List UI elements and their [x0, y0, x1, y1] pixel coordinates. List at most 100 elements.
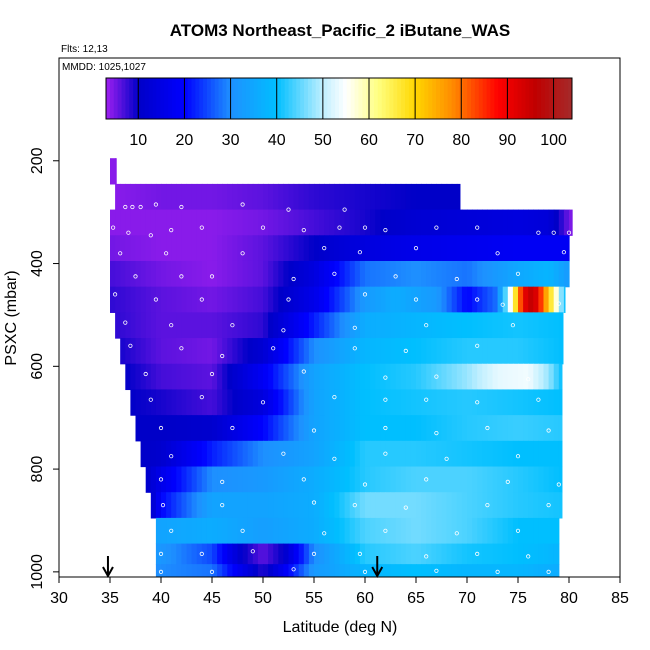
sample-point [413, 297, 419, 302]
sample-point [153, 202, 158, 207]
heatmap-cell [191, 492, 198, 519]
heatmap-cell [538, 543, 545, 565]
heatmap-cell [273, 492, 279, 519]
colorbar-tick-label: 20 [176, 132, 194, 149]
heatmap-cell [150, 363, 157, 391]
heatmap-cell [150, 209, 157, 236]
sample-point [352, 325, 357, 330]
heatmap-cell [212, 363, 218, 391]
heatmap-cell [222, 286, 228, 313]
heatmap-cell [319, 543, 325, 565]
heatmap-cell [257, 466, 264, 493]
heatmap-cell [543, 517, 550, 545]
heatmap-cell [365, 312, 371, 339]
heatmap-cell [518, 415, 524, 442]
heatmap-cell [161, 260, 167, 288]
heatmap-cell [436, 543, 443, 565]
heatmap-cell [308, 440, 315, 468]
sample-point [561, 250, 567, 255]
heatmap-cell [155, 389, 162, 416]
heatmap-cell [543, 564, 550, 577]
heatmap-cell [518, 517, 524, 545]
heatmap-cell [288, 286, 295, 313]
heatmap-cell [319, 415, 325, 442]
heatmap-cell [161, 286, 167, 313]
heatmap-cell [487, 363, 494, 391]
heatmap-cell [176, 363, 182, 391]
heatmap-cell [472, 209, 478, 236]
heatmap-cell [446, 543, 453, 565]
heatmap-cell [467, 389, 473, 416]
heatmap-cell [354, 363, 361, 391]
heatmap-cell [115, 235, 121, 262]
colorbar-segment [222, 78, 227, 119]
heatmap-cell [370, 363, 376, 391]
heatmap-cell [467, 564, 473, 577]
heatmap-cell [456, 415, 463, 442]
heatmap-cell [130, 235, 137, 262]
heatmap-cell [145, 466, 152, 493]
heatmap-cell [426, 564, 432, 577]
y-tick-label: 800 [29, 456, 46, 483]
heatmap-cell [339, 235, 346, 262]
heatmap-cell [354, 389, 361, 416]
heatmap-cell [283, 564, 290, 577]
heatmap-cell [385, 492, 392, 519]
heatmap-cell [375, 209, 381, 236]
heatmap-cell [533, 209, 539, 236]
colorbar-segment [354, 78, 359, 119]
heatmap-cell [247, 183, 254, 211]
heatmap-cell [171, 415, 177, 442]
heatmap-cell [206, 389, 213, 416]
heatmap-cell [222, 183, 228, 211]
heatmap-cell [196, 312, 203, 339]
heatmap-cell [456, 466, 463, 493]
heatmap-cell [176, 286, 182, 313]
heatmap-cell [538, 415, 545, 442]
sample-point [311, 500, 317, 505]
heatmap-cell [293, 209, 300, 236]
heatmap-cell [370, 235, 376, 262]
heatmap-cell [181, 492, 188, 519]
heatmap-cell [533, 543, 539, 565]
sample-point [281, 328, 286, 333]
heatmap-cell [191, 363, 198, 391]
heatmap-cell [298, 286, 305, 313]
heatmap-cell [314, 260, 320, 288]
heatmap-cell [140, 338, 147, 365]
heatmap-cell [125, 312, 131, 339]
colorbar-segment [257, 78, 262, 119]
heatmap-cell [456, 543, 463, 565]
heatmap-cell [400, 389, 407, 416]
heatmap-cell [298, 235, 305, 262]
heatmap-row [110, 286, 566, 313]
heatmap-cell [227, 389, 233, 416]
heatmap-cell [196, 260, 203, 288]
heatmap-cell [324, 564, 330, 577]
heatmap-cell [487, 389, 494, 416]
heatmap-cell [222, 492, 228, 519]
heatmap-cell [421, 286, 427, 313]
heatmap-cell [268, 183, 274, 211]
heatmap-cell [375, 415, 381, 442]
heatmap-cell [507, 415, 514, 442]
sample-point [281, 451, 286, 456]
sample-point [148, 397, 153, 402]
heatmap-cell [487, 235, 494, 262]
heatmap-cell [222, 543, 228, 565]
heatmap-cell [400, 260, 407, 288]
heatmap-cell [410, 389, 417, 416]
heatmap-cell [181, 415, 188, 442]
sample-point [383, 451, 388, 456]
heatmap-cell [171, 492, 177, 519]
heatmap-cell [436, 466, 443, 493]
heatmap-cell [273, 338, 279, 365]
heatmap-cell [395, 440, 402, 468]
heatmap-cell [339, 492, 346, 519]
heatmap-cell [446, 492, 453, 519]
heatmap-cell [528, 286, 534, 313]
heatmap-cell [400, 209, 407, 236]
heatmap-cell [237, 466, 244, 493]
heatmap-cell [257, 517, 264, 545]
colorbar-segment [556, 78, 561, 119]
